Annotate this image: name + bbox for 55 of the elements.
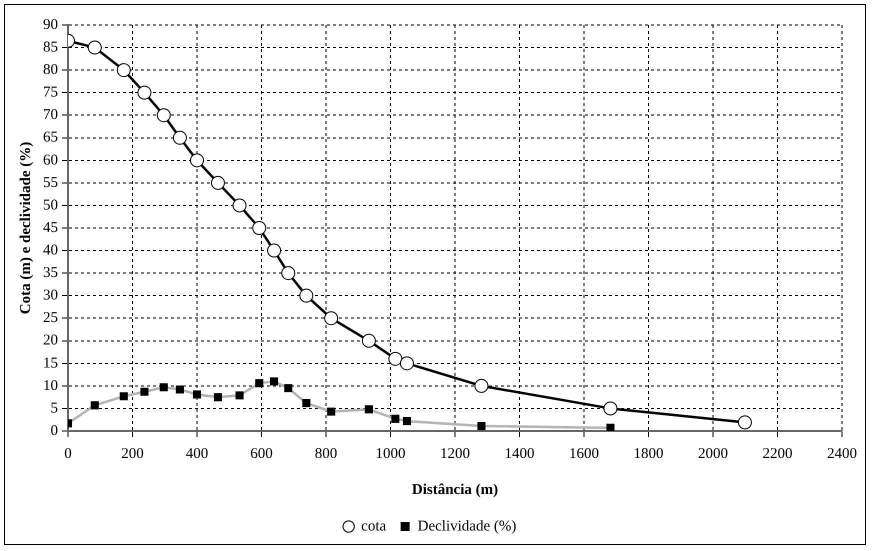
y-tick-label: 70	[43, 107, 58, 124]
x-tick-label: 1800	[634, 446, 664, 462]
y-tick-label: 40	[43, 242, 58, 258]
point	[190, 153, 204, 168]
x-tick-label: 1000	[376, 446, 406, 462]
point	[267, 244, 282, 258]
y-tick-label: 45	[43, 220, 58, 236]
point	[252, 221, 266, 235]
legend-label: cota	[361, 518, 386, 534]
point	[156, 108, 171, 122]
point	[400, 356, 414, 370]
x-tick-label: 2400	[827, 446, 857, 462]
point	[299, 288, 314, 303]
point	[88, 40, 102, 55]
y-tick-label: 55	[43, 174, 58, 191]
x-tick-label: 1400	[504, 446, 534, 462]
point	[210, 176, 225, 190]
y-tick-label: 30	[43, 288, 58, 304]
y-tick-label: 75	[43, 84, 58, 101]
y-tick-label: 65	[43, 130, 58, 146]
point	[324, 311, 338, 326]
y-tick-label: 90	[43, 16, 58, 33]
point	[172, 130, 187, 145]
point	[281, 266, 296, 280]
y-tick-label: 0	[50, 422, 58, 439]
x-tick-label: 1600	[569, 446, 599, 462]
y-tick-label: 60	[43, 152, 58, 168]
point	[116, 63, 131, 78]
x-tick-label: 0	[64, 446, 72, 462]
y-tick-label: 15	[43, 355, 58, 372]
point	[474, 378, 488, 393]
legend-label: Declividade (%)	[418, 518, 516, 534]
x-tick-label: 2200	[762, 446, 792, 462]
x-tick-label: 200	[121, 446, 144, 462]
point	[388, 352, 402, 366]
x-axis-title: Distância (m)	[412, 482, 498, 498]
y-tick-label: 25	[43, 310, 58, 326]
y-tick-label: 80	[43, 62, 58, 78]
x-tick-label: 400	[186, 446, 208, 462]
y-axis-title: Cota (m) e declividade (%)	[18, 142, 34, 314]
point	[603, 401, 618, 416]
point	[738, 415, 752, 430]
x-tick-label: 800	[314, 446, 338, 462]
x-tick-label: 2000	[698, 446, 728, 462]
y-tick-label: 5	[50, 400, 58, 416]
point	[232, 198, 247, 212]
point	[362, 334, 376, 348]
point	[137, 86, 152, 100]
y-tick-label: 10	[43, 378, 58, 394]
y-tick-label: 85	[43, 39, 58, 56]
y-tick-label: 35	[43, 265, 58, 282]
y-tick-label: 20	[43, 332, 58, 349]
y-tick-label: 50	[43, 197, 58, 214]
x-tick-label: 600	[250, 446, 273, 462]
x-tick-label: 1200	[440, 446, 470, 462]
